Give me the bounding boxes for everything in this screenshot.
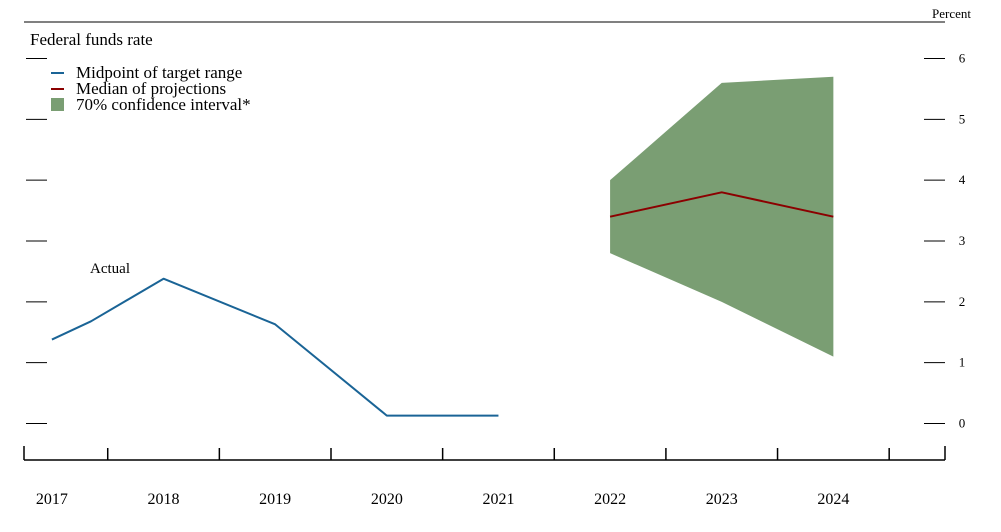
midpoint-target-range-line: [51, 277, 499, 417]
chart-frame: [23, 21, 946, 461]
median-projections-line: [609, 191, 834, 218]
legend: Midpoint of target range Median of proje…: [51, 63, 251, 114]
x-tick-label: 2019: [259, 491, 291, 508]
y-tick-label: 2: [959, 294, 966, 309]
y-tick-label: 1: [959, 355, 966, 370]
legend-label-median: Median of projections: [76, 79, 226, 98]
annotation-actual: Actual: [90, 261, 130, 277]
legend-swatch-confidence: [51, 98, 64, 111]
x-axis: 2017 2018 2019 2020 2021 2022 2023 2024: [36, 448, 890, 508]
x-tick-label: 2017: [36, 491, 68, 508]
y-tick-label: 5: [959, 111, 966, 126]
legend-label-confidence: 70% confidence interval*: [76, 95, 251, 114]
legend-label-midpoint: Midpoint of target range: [76, 63, 242, 82]
y-tick-label: 3: [959, 233, 966, 248]
unit-label: Percent: [932, 6, 971, 21]
y-tick-label: 0: [959, 416, 966, 431]
confidence-interval-band: [610, 76, 834, 357]
series-layer: [51, 76, 834, 417]
x-tick-label: 2018: [148, 491, 180, 508]
y-tick-label: 6: [959, 51, 966, 66]
x-tick-label: 2021: [482, 491, 514, 508]
y-tick-label: 4: [959, 172, 966, 187]
x-tick-label: 2020: [371, 491, 403, 508]
x-tick-label: 2023: [706, 491, 738, 508]
y-axis-ticks-right: 0 1 2 3 4 5 6: [924, 51, 966, 431]
y-axis-ticks-left: [26, 58, 47, 424]
chart-title: Federal funds rate: [30, 30, 153, 49]
x-tick-label: 2022: [594, 491, 626, 508]
x-tick-label: 2024: [817, 491, 849, 508]
